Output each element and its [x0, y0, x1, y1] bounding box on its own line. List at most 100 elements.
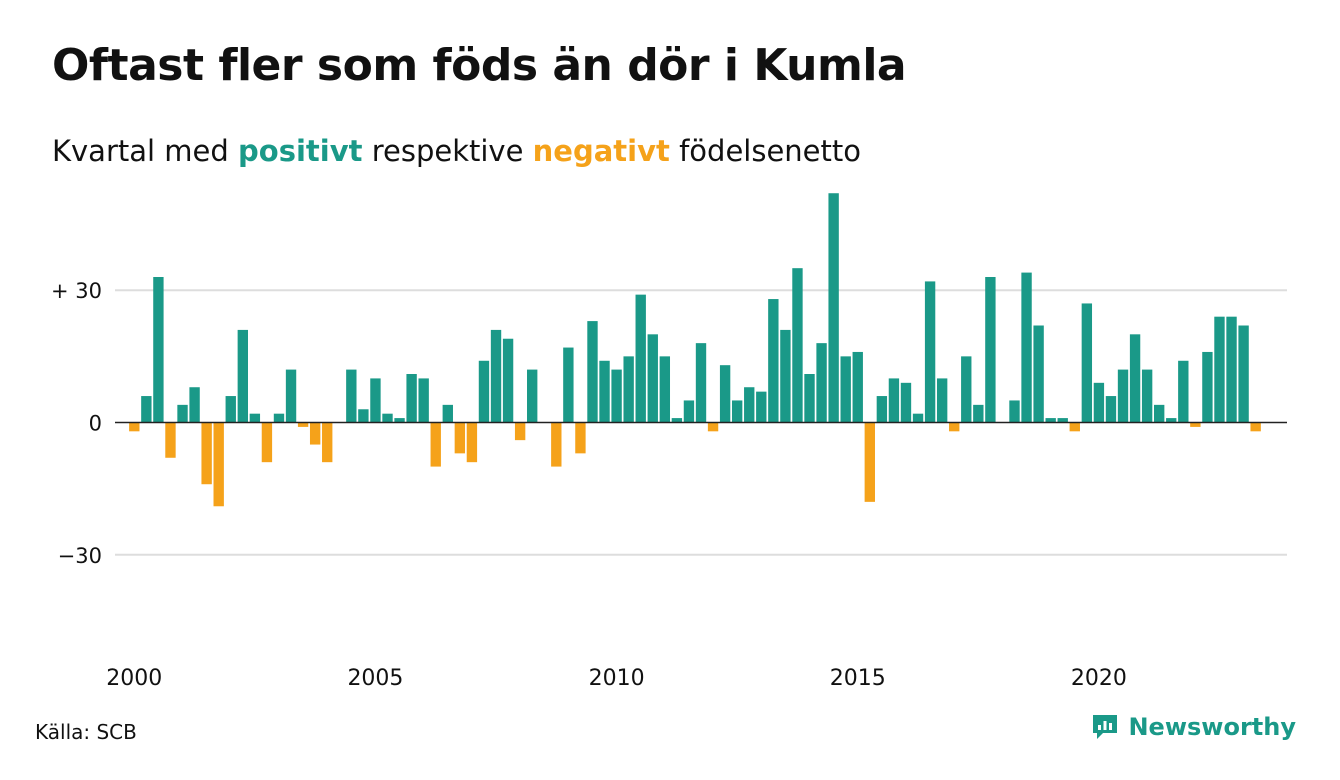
subtitle-start: Kvartal med — [52, 134, 239, 168]
bar — [1081, 303, 1093, 423]
bar — [478, 360, 490, 423]
bar — [575, 422, 586, 454]
x-tick-label: 2005 — [347, 666, 403, 691]
bar — [719, 365, 731, 423]
bar — [1214, 316, 1225, 423]
bar — [768, 299, 779, 423]
bar — [840, 356, 851, 423]
bar — [731, 400, 743, 423]
bar — [1045, 418, 1056, 423]
bar — [406, 374, 417, 423]
subtitle-positive-word: positivt — [238, 134, 363, 168]
bar — [418, 378, 429, 423]
x-tick-label: 2015 — [830, 666, 886, 691]
brand-name: Newsworthy — [1128, 713, 1296, 741]
bar — [587, 321, 598, 423]
bar — [358, 409, 369, 423]
bar — [1238, 325, 1249, 423]
bar — [129, 422, 140, 432]
bar — [273, 413, 285, 423]
bar — [756, 391, 767, 423]
bar — [1141, 369, 1153, 423]
bar — [177, 404, 188, 423]
chart-subtitle: Kvartal med positivt respektive negativt… — [52, 134, 861, 168]
bar — [599, 360, 610, 423]
y-tick-label: + 30 — [51, 279, 102, 303]
bar — [237, 329, 248, 423]
bar — [466, 422, 478, 463]
subtitle-middle: respektive — [362, 134, 533, 168]
bar — [1129, 334, 1141, 423]
bar — [792, 268, 803, 423]
bar — [201, 422, 212, 485]
bar-chart: + 30 0 −30 2000 2005 2010 2015 2020 — [51, 193, 1287, 691]
bar — [261, 422, 273, 463]
bar — [1166, 418, 1177, 423]
bar — [502, 338, 514, 423]
bar — [1033, 325, 1044, 423]
bar — [635, 294, 646, 423]
bar — [442, 404, 453, 423]
bar — [249, 413, 261, 423]
bar — [707, 422, 719, 432]
bar — [1117, 369, 1129, 423]
x-tick-label: 2000 — [106, 666, 162, 691]
brand-logo[interactable]: Newsworthy — [1090, 712, 1296, 742]
bar — [961, 356, 972, 423]
y-tick-label: −30 — [58, 544, 102, 568]
newsworthy-logo-icon — [1093, 715, 1118, 739]
bar — [659, 356, 671, 423]
source-note: Källa: SCB — [35, 720, 137, 744]
bar — [683, 400, 695, 423]
bar — [804, 374, 815, 423]
bar — [309, 422, 321, 445]
bar — [141, 396, 152, 423]
bar — [1190, 422, 1201, 427]
bar — [900, 382, 912, 423]
bar — [852, 351, 863, 423]
bars — [129, 193, 1261, 507]
bar — [1250, 422, 1261, 432]
bar — [322, 422, 333, 463]
bar — [189, 387, 200, 423]
bar — [1057, 418, 1068, 423]
bar — [936, 378, 948, 423]
chart-title: Oftast fler som föds än dör i Kumla — [52, 40, 907, 91]
bar — [370, 378, 381, 423]
bar — [623, 356, 634, 423]
bar — [1105, 396, 1117, 423]
y-tick-label: 0 — [89, 412, 102, 436]
bar — [1226, 316, 1237, 423]
bar — [430, 422, 441, 467]
bar — [912, 413, 924, 423]
bar — [394, 418, 405, 423]
grid-lines — [115, 289, 1287, 556]
x-tick-label: 2020 — [1071, 666, 1127, 691]
bar — [985, 277, 996, 423]
bar — [527, 369, 538, 423]
bar — [514, 422, 526, 441]
bar — [225, 396, 236, 423]
bar — [1021, 272, 1032, 423]
bar — [490, 329, 502, 423]
bar — [1069, 422, 1080, 432]
bar — [213, 422, 224, 507]
bar — [454, 422, 466, 454]
bar — [695, 343, 707, 423]
bar — [780, 329, 791, 423]
bar — [346, 369, 357, 423]
bar — [1093, 382, 1105, 423]
bar — [285, 369, 297, 423]
x-tick-label: 2010 — [589, 666, 645, 691]
bar — [973, 404, 984, 423]
bar — [949, 422, 960, 432]
bar — [611, 369, 622, 423]
bar — [671, 418, 683, 423]
bar — [828, 193, 839, 423]
bar — [297, 422, 309, 427]
bar — [551, 422, 562, 467]
bar — [647, 334, 658, 423]
bar — [888, 378, 900, 423]
bar — [1178, 360, 1189, 423]
bar — [563, 347, 574, 423]
